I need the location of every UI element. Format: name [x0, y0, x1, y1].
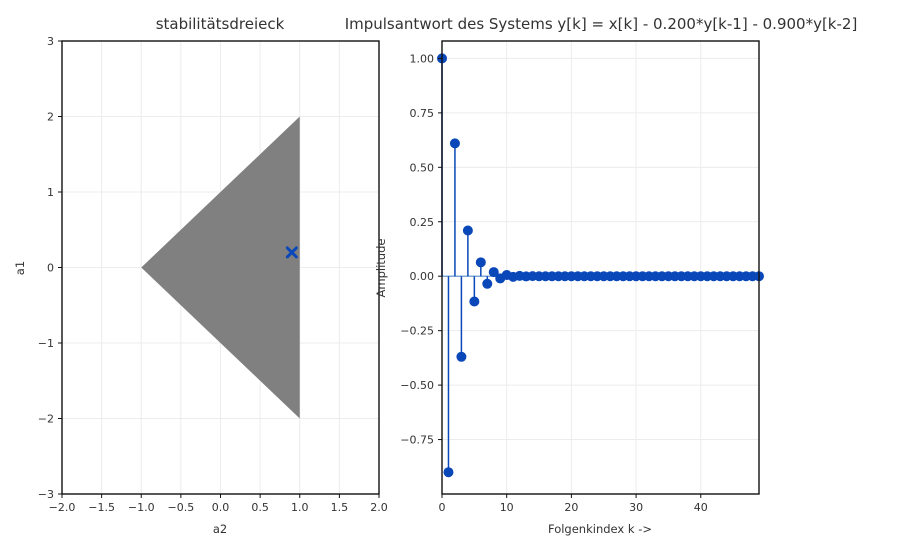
- left-y-axis-label: a1: [13, 261, 27, 275]
- right-x-tick-label: 20: [564, 501, 578, 514]
- left-x-tick-label: 0.0: [212, 501, 230, 514]
- left-x-axis-label: a2: [213, 522, 227, 536]
- left-y-tick-label: 1: [47, 186, 54, 199]
- right-x-ticks: 0 10 20 30 40: [439, 494, 708, 514]
- right-y-tick-label: −0.75: [400, 434, 434, 447]
- right-plot-frame: [441, 40, 760, 495]
- left-x-tick-label: −2.0: [49, 501, 76, 514]
- pole-marker: [285, 246, 298, 259]
- stem-marker: [482, 278, 493, 289]
- left-y-tick-label: −3: [38, 488, 54, 501]
- left-y-ticks: −3 −2 −1 0 1 2 3: [38, 35, 62, 501]
- right-y-axis-label: Amplitude: [374, 239, 388, 298]
- right-y-tick-label: 0.25: [410, 216, 435, 229]
- right-y-tick-label: −0.25: [400, 325, 434, 338]
- right-x-tick-label: 30: [629, 501, 643, 514]
- left-x-tick-label: −1.0: [128, 501, 155, 514]
- left-x-tick-label: −1.5: [88, 501, 115, 514]
- right-x-tick-label: 0: [439, 501, 446, 514]
- right-grid: [441, 41, 759, 494]
- left-y-tick-label: −1: [38, 337, 54, 350]
- stem-marker: [475, 257, 486, 268]
- stability-triangle: [141, 116, 300, 419]
- right-chart-title: Impulsantwort des Systems y[k] = x[k] - …: [345, 15, 858, 33]
- left-y-tick-label: −2: [38, 413, 54, 426]
- impulse-response-chart: Impulsantwort des Systems y[k] = x[k] - …: [345, 15, 858, 536]
- stability-triangle-area: [141, 116, 300, 419]
- stem-marker: [456, 351, 467, 362]
- left-x-tick-label: 1.0: [291, 501, 309, 514]
- left-y-tick-label: 3: [47, 35, 54, 48]
- stem-marker: [469, 296, 480, 307]
- right-y-tick-label: 0.75: [410, 107, 435, 120]
- stem-series: [437, 53, 764, 478]
- stem-marker: [449, 138, 460, 149]
- left-y-tick-label: 0: [47, 262, 54, 275]
- right-y-tick-label: 1.00: [410, 52, 435, 65]
- right-x-axis-label: Folgenkindex k ->: [548, 522, 652, 536]
- right-x-tick-label: 10: [500, 501, 514, 514]
- right-x-tick-label: 40: [694, 501, 708, 514]
- left-y-tick-label: 2: [47, 111, 54, 124]
- stem-marker: [462, 225, 473, 236]
- left-chart-title: stabilitätsdreieck: [156, 15, 285, 33]
- pole-marker-stroke: [285, 246, 298, 259]
- stem-marker: [443, 467, 454, 478]
- left-x-ticks: −2.0 −1.5 −1.0 −0.5 0.0 0.5 1.0 1.5 2.0: [49, 494, 388, 514]
- right-y-tick-label: 0.00: [410, 270, 435, 283]
- stability-triangle-chart: stabilitätsdreieck −2.0 −1.5 −1.0 −0.5 0.0 0.…: [13, 15, 388, 536]
- stem-marker: [488, 267, 499, 278]
- right-y-tick-label: −0.50: [400, 379, 434, 392]
- left-x-tick-label: −0.5: [168, 501, 195, 514]
- left-x-tick-label: 0.5: [251, 501, 269, 514]
- left-x-tick-label: 1.5: [331, 501, 349, 514]
- right-y-ticks: 1.00 0.75 0.50 0.25 0.00 −0.25 −0.50 −0.75: [400, 52, 442, 447]
- left-x-tick-label: 2.0: [370, 501, 388, 514]
- right-y-tick-label: 0.50: [410, 161, 435, 174]
